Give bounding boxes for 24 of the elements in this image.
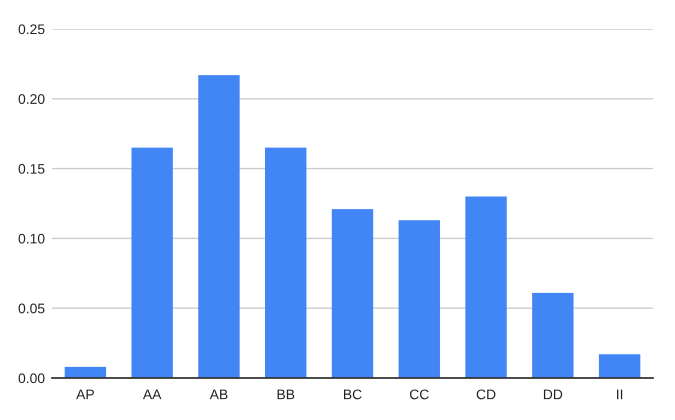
bar	[332, 209, 374, 378]
x-tick-label: AB	[210, 390, 228, 400]
y-tick-label: 0.20	[18, 94, 45, 104]
bar	[532, 292, 574, 378]
bar	[265, 148, 306, 378]
x-tick-label: BC	[344, 389, 362, 400]
x-tick-label: CD	[476, 389, 496, 400]
bar	[131, 148, 173, 378]
bar	[198, 75, 240, 378]
x-tick-label: AP	[76, 390, 94, 400]
bar	[398, 220, 440, 378]
y-tick-label: 0.15	[18, 164, 44, 174]
bar	[598, 354, 640, 378]
y-tick-label: 0.05	[18, 304, 44, 314]
x-tick-label: II	[617, 390, 622, 400]
x-tick-label: AA	[142, 390, 162, 400]
y-tick-label: 0.00	[18, 373, 45, 384]
bar	[64, 366, 106, 378]
x-tick-label: DD	[544, 390, 562, 400]
y-tick-label: 0.10	[18, 234, 45, 244]
y-tick-label: 0.25	[18, 24, 44, 34]
bar	[465, 196, 507, 378]
x-tick-label: CC	[410, 389, 429, 400]
x-tick-label: BB	[278, 390, 294, 400]
